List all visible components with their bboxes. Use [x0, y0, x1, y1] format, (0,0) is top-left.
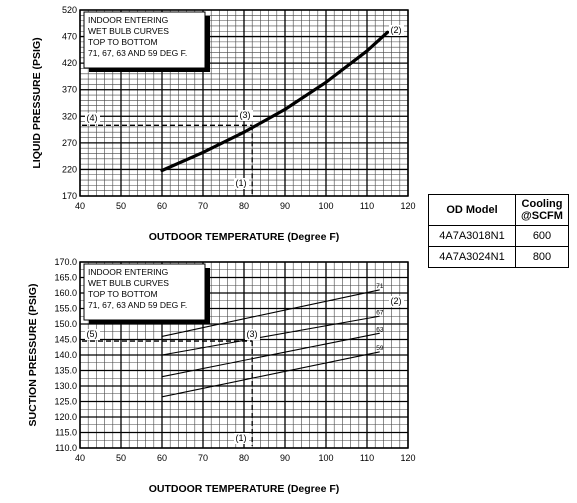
y-axis-label: LIQUID PRESSURE (PSIG): [31, 37, 43, 168]
marker-label: (2): [391, 296, 402, 306]
y-tick-label: 155.0: [54, 304, 77, 314]
marker-label: (1): [236, 433, 247, 443]
plot-frame: [79, 9, 409, 197]
cooling-airflow-table: OD Model Cooling @SCFM 4A7A3018N1 600 4A7…: [428, 194, 569, 268]
table-row: 4A7A3024N1 800: [428, 246, 569, 268]
legend-box: [83, 263, 206, 321]
y-tick-label: 170: [62, 191, 77, 201]
legend-text: INDOOR ENTERING: [88, 267, 168, 277]
y-tick-label: 110.0: [55, 443, 77, 453]
marker-label: (3): [240, 110, 251, 120]
x-tick-label: 90: [280, 201, 290, 211]
table-cell-model: 4A7A3018N1: [428, 225, 516, 247]
y-tick-label: 220: [62, 164, 77, 174]
y-tick-label: 140.0: [54, 350, 77, 360]
y-tick-label: 370: [62, 85, 77, 95]
table-cell-scfm: 800: [515, 246, 569, 268]
legend-text: WET BULB CURVES: [88, 26, 169, 36]
series-line: [161, 315, 380, 356]
y-tick-label: 145.0: [54, 335, 77, 345]
legend-text: 71, 67, 63 AND 59 DEG F.: [88, 300, 187, 310]
marker-bg: [389, 25, 404, 36]
x-tick-label: 50: [116, 201, 126, 211]
y-axis-label: SUCTION PRESSURE (PSIG): [27, 284, 39, 427]
legend-box: [83, 11, 206, 69]
series-line: [161, 351, 380, 398]
y-tick-label: 420: [62, 58, 77, 68]
series-label: 63: [376, 326, 384, 333]
x-tick-label: 80: [239, 453, 249, 463]
y-tick-label: 170.0: [54, 257, 77, 267]
marker-label: (3): [247, 329, 258, 339]
x-tick-label: 110: [360, 453, 374, 463]
table-cell-model: 4A7A3024N1: [428, 246, 516, 268]
x-tick-label: 120: [400, 453, 415, 463]
table-row: 4A7A3018N1 600: [428, 225, 569, 247]
y-tick-label: 135.0: [54, 366, 77, 376]
y-tick-label: 165.0: [54, 273, 77, 283]
x-tick-label: 60: [157, 201, 167, 211]
x-tick-label: 40: [75, 453, 85, 463]
series-label: 71: [376, 283, 384, 290]
marker-bg: [245, 329, 260, 340]
x-tick-label: 70: [198, 201, 208, 211]
x-tick-label: 80: [239, 201, 249, 211]
marker-label: (4): [87, 113, 98, 123]
marker-bg: [85, 329, 100, 340]
marker-label: (1): [236, 178, 247, 188]
y-tick-label: 320: [62, 111, 77, 121]
x-tick-label: 70: [198, 453, 208, 463]
y-tick-label: 160.0: [54, 288, 77, 298]
y-tick-label: 270: [62, 138, 77, 148]
y-tick-label: 470: [62, 32, 77, 42]
y-tick-label: 120.0: [54, 412, 77, 422]
y-tick-label: 125.0: [54, 397, 77, 407]
plot-frame: [79, 261, 409, 449]
marker-bg: [234, 433, 249, 444]
table-header-model: OD Model: [428, 194, 516, 226]
x-axis-label: OUTDOOR TEMPERATURE (Degree F): [149, 231, 340, 243]
y-tick-label: 150.0: [54, 319, 77, 329]
x-tick-label: 90: [280, 453, 290, 463]
marker-label: (5): [87, 329, 98, 339]
x-tick-label: 60: [157, 453, 167, 463]
marker-bg: [234, 178, 249, 189]
legend-text: INDOOR ENTERING: [88, 15, 168, 25]
y-tick-label: 115.0: [55, 428, 77, 438]
x-tick-label: 50: [116, 453, 126, 463]
marker-label: (2): [391, 25, 402, 35]
marker-bg: [389, 296, 404, 307]
legend-text: WET BULB CURVES: [88, 278, 169, 288]
x-tick-label: 120: [400, 201, 415, 211]
y-tick-label: 130.0: [54, 381, 77, 391]
legend-text: 71, 67, 63 AND 59 DEG F.: [88, 48, 187, 58]
x-tick-label: 110: [360, 201, 374, 211]
series-line: [161, 332, 380, 378]
chart-liquid-pressure: 40 50 60 70 80 90 100 110 120 170 220 270 320 370 420 4…: [31, 5, 416, 243]
table-header-cooling: Cooling @SCFM: [515, 194, 569, 226]
x-tick-label: 100: [318, 201, 333, 211]
legend-text: TOP TO BOTTOM: [88, 37, 158, 47]
legend-text: TOP TO BOTTOM: [88, 289, 158, 299]
series-label: 59: [376, 345, 384, 352]
series-line: [161, 289, 380, 337]
x-tick-label: 100: [318, 453, 333, 463]
series-label: 67: [376, 309, 384, 316]
series-line: [160, 30, 390, 173]
marker-bg: [238, 110, 253, 121]
chart-suction-pressure: 40 50 60 70 80 90 100 110 120 110.0 115.0 120.0 125.…: [27, 257, 416, 495]
y-tick-label: 520: [62, 5, 77, 15]
x-axis-label: OUTDOOR TEMPERATURE (Degree F): [149, 483, 340, 495]
x-tick-label: 40: [75, 201, 85, 211]
table-cell-scfm: 600: [515, 225, 569, 247]
marker-bg: [85, 113, 100, 124]
